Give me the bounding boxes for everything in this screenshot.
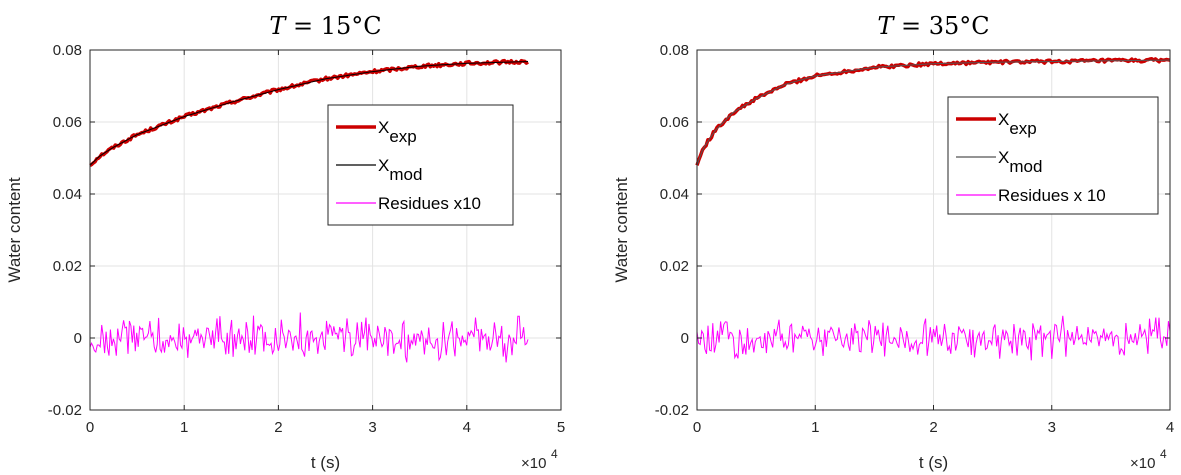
y-tick-label: 0.04 <box>660 186 689 203</box>
x-tick-label: 1 <box>180 419 188 436</box>
y-tick-label: 0.02 <box>53 258 82 275</box>
y-tick-label: -0.02 <box>48 402 82 419</box>
chart-title: T = 35°C <box>877 12 989 40</box>
x-tick-label: 4 <box>463 419 471 436</box>
chart-title: T = 15°C <box>269 12 381 40</box>
series-line-residues <box>696 315 1171 361</box>
legend-entry: Residues x10 <box>378 194 481 213</box>
x-tick-label: 3 <box>1048 419 1056 436</box>
x-tick-label: 1 <box>811 419 819 436</box>
y-tick-label: -0.02 <box>655 402 689 419</box>
x-tick-label: 0 <box>86 419 94 436</box>
y-axis-label: Water content <box>5 177 24 282</box>
x-tick-label: 3 <box>368 419 376 436</box>
x-tick-label: 2 <box>274 419 282 436</box>
y-tick-label: 0.08 <box>53 42 82 59</box>
y-tick-label: 0.04 <box>53 186 82 203</box>
series-line-x-mod <box>89 61 529 166</box>
axes-box <box>89 49 562 411</box>
legend-entry: Residues x 10 <box>998 186 1106 205</box>
x-tick-label: 2 <box>929 419 937 436</box>
x-axis-label: t (s) <box>919 453 948 472</box>
x-multiplier-exponent: 4 <box>1160 447 1167 461</box>
x-tick-label: 5 <box>557 419 565 436</box>
y-tick-label: 0.02 <box>660 258 689 275</box>
x-axis-label: t (s) <box>311 453 340 472</box>
x-multiplier: ×10 <box>1130 455 1155 472</box>
x-tick-label: 4 <box>1166 419 1174 436</box>
y-tick-label: 0.06 <box>660 114 689 131</box>
y-tick-label: 0 <box>681 330 689 347</box>
y-tick-label: 0 <box>74 330 82 347</box>
x-tick-label: 0 <box>693 419 701 436</box>
series-line-residues <box>89 312 529 363</box>
plot-area <box>90 50 561 410</box>
series-line-x-mod <box>696 59 1170 166</box>
y-axis-label: Water content <box>612 177 631 282</box>
x-multiplier-exponent: 4 <box>551 447 558 461</box>
x-multiplier: ×10 <box>521 455 546 472</box>
y-tick-label: 0.06 <box>53 114 82 131</box>
y-tick-label: 0.08 <box>660 42 689 59</box>
